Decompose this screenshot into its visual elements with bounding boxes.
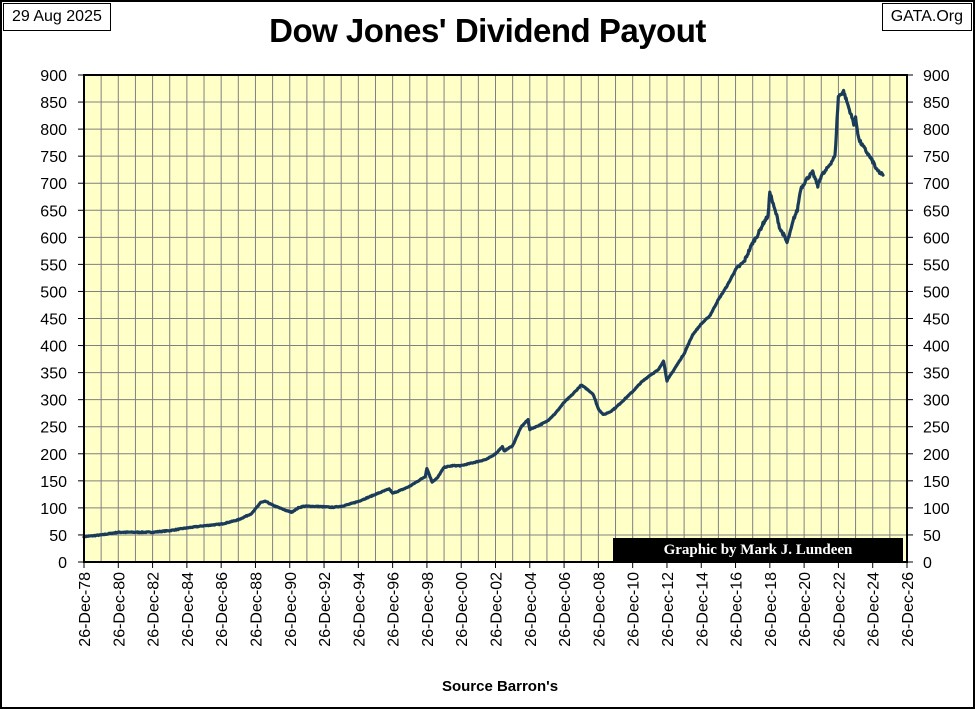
x-tick-label: 26-Dec-82 — [146, 572, 163, 647]
y-tick-label-right: 300 — [923, 393, 950, 410]
y-tick-label-left: 500 — [40, 284, 67, 301]
y-tick-label-right: 0 — [923, 555, 932, 572]
y-tick-label-right: 500 — [923, 284, 950, 301]
x-tick-label: 26-Dec-92 — [317, 572, 334, 647]
dividend-series-line — [82, 88, 885, 539]
x-axis-title: Source Barron's — [441, 678, 559, 695]
y-tick-label-left: 850 — [40, 95, 67, 112]
y-tick-label-right: 450 — [923, 312, 950, 329]
x-tick-label: 26-Dec-98 — [420, 572, 437, 647]
y-tick-label-right: 200 — [923, 447, 950, 464]
y-tick-label-right: 100 — [923, 501, 950, 518]
y-tick-label-left: 750 — [40, 149, 67, 166]
y-tick-label-left: 50 — [49, 528, 67, 545]
y-tick-label-left: 900 — [40, 68, 67, 85]
y-tick-label-left: 700 — [40, 176, 67, 193]
x-tick-label: 26-Dec-00 — [454, 572, 471, 647]
y-tick-label-left: 450 — [40, 312, 67, 329]
y-tick-label-right: 750 — [923, 149, 950, 166]
y-tick-label-right: 550 — [923, 257, 950, 274]
x-tick-label: 26-Dec-08 — [591, 572, 608, 647]
y-tick-label-left: 350 — [40, 366, 67, 383]
x-tick-label: 26-Dec-10 — [626, 572, 643, 647]
x-tick-label: 26-Dec-04 — [523, 572, 540, 647]
y-tick-label-left: 0 — [58, 555, 67, 572]
y-axis-left: 0 50 100 150 200 250 300 350 400 450 500 550 600 650 7… — [40, 68, 84, 572]
x-tick-label: 26-Dec-22 — [831, 572, 848, 647]
x-tick-label: 26-Dec-84 — [180, 572, 197, 647]
y-tick-label-right: 900 — [923, 68, 950, 85]
x-tick-label: 26-Dec-80 — [111, 572, 128, 647]
y-tick-label-left: 400 — [40, 339, 67, 356]
y-tick-label-right: 400 — [923, 339, 950, 356]
y-tick-label-right: 250 — [923, 420, 950, 437]
credit-label: Graphic by Mark J. Lundeen — [613, 538, 903, 562]
x-tick-label: 26-Dec-14 — [694, 572, 711, 647]
x-tick-label: 26-Dec-96 — [386, 572, 403, 647]
x-tick-label: 26-Dec-90 — [283, 572, 300, 647]
y-tick-label-right: 850 — [923, 95, 950, 112]
site-label: GATA.Org — [881, 3, 972, 31]
y-tick-label-right: 800 — [923, 122, 950, 139]
y-tick-label-left: 250 — [40, 420, 67, 437]
x-tick-label: 26-Dec-20 — [797, 572, 814, 647]
chart-title: Dow Jones' Dividend Payout — [269, 12, 706, 49]
y-tick-label-right: 350 — [923, 366, 950, 383]
series-layer — [82, 88, 885, 539]
x-tick-label: 26-Dec-88 — [248, 572, 265, 647]
y-tick-label-right: 700 — [923, 176, 950, 193]
y-tick-label-left: 150 — [40, 474, 67, 491]
x-tick-label: 26-Dec-86 — [214, 572, 231, 647]
y-tick-label-left: 600 — [40, 230, 67, 247]
date-label: 29 Aug 2025 — [3, 3, 111, 31]
y-tick-label-left: 550 — [40, 257, 67, 274]
y-tick-label-right: 50 — [923, 528, 941, 545]
grid-lines — [84, 75, 907, 562]
x-tick-label: 26-Dec-94 — [351, 572, 368, 647]
y-tick-label-left: 300 — [40, 393, 67, 410]
y-tick-label-left: 200 — [40, 447, 67, 464]
x-tick-label: 26-Dec-06 — [557, 572, 574, 647]
x-tick-label: 26-Dec-18 — [763, 572, 780, 647]
x-tick-label: 26-Dec-12 — [660, 572, 677, 647]
y-tick-label-left: 800 — [40, 122, 67, 139]
x-tick-label: 26-Dec-24 — [866, 572, 883, 647]
x-axis: 26-Dec-78 26-Dec-80 26-Dec-82 26-Dec-84 26-D… — [77, 562, 917, 647]
x-tick-label: 26-Dec-02 — [489, 572, 506, 647]
y-tick-label-left: 100 — [40, 501, 67, 518]
x-tick-label: 26-Dec-26 — [900, 572, 917, 647]
y-axis-right: 0 50 100 150 200 250 300 350 400 450 500 550 600 650 7… — [907, 68, 950, 572]
y-tick-label-right: 150 — [923, 474, 950, 491]
y-tick-label-right: 650 — [923, 203, 950, 220]
y-tick-label-right: 600 — [923, 230, 950, 247]
x-tick-label: 26-Dec-16 — [729, 572, 746, 647]
x-tick-label: 26-Dec-78 — [77, 572, 94, 647]
y-tick-label-left: 650 — [40, 203, 67, 220]
